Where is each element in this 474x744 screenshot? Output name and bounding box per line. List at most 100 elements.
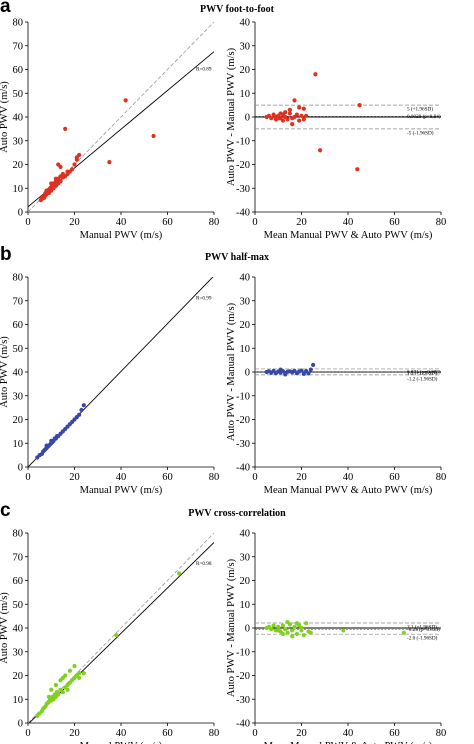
y-tick-label: 70 [13, 552, 24, 563]
data-point [292, 98, 297, 103]
plot-content [28, 22, 214, 212]
data-point [355, 167, 360, 172]
data-point [79, 407, 84, 413]
panel-letter-c: c [0, 500, 11, 521]
data-point [63, 126, 68, 131]
data-point [278, 367, 283, 372]
x-axis-label: Mean Manual PWV & Auto PWV (m/s) [264, 230, 433, 241]
data-point [65, 687, 70, 692]
x-tick-label: 20 [296, 472, 307, 483]
y-tick-label: 80 [13, 273, 24, 284]
chart-b-scatter: 0 20 40 60 80 0 10 20 30 40 50 60 70 80 Manual PWV (m/… [0, 273, 219, 497]
y-tick-label: 0 [245, 113, 250, 124]
data-point [177, 571, 182, 576]
y-tick-label: 40 [240, 273, 251, 284]
x-tick-label: 0 [252, 728, 257, 739]
panel-title-b: PWV half-max [205, 252, 269, 263]
upper-limit-label: 5 (+1.96SD) [407, 106, 433, 113]
data-point [60, 675, 65, 680]
y-tick-label: 60 [13, 320, 24, 331]
y-axis-label: Auto PWV (m/s) [0, 336, 10, 408]
y-tick-label: 40 [13, 113, 24, 124]
chart-c-scatter: 0 20 40 60 80 0 10 20 30 40 50 60 70 80 Manual PWV (m/… [0, 529, 219, 744]
x-tick-label: 40 [116, 472, 127, 483]
y-axis-label: Auto PWV - Manual PWV (m/s) [226, 302, 237, 441]
x-tick-label: 40 [116, 217, 127, 228]
data-point [304, 621, 309, 626]
data-point [276, 628, 281, 633]
y-tick-label: 10 [240, 89, 251, 100]
mean-difference-label: -0.24 (p=0.034) [407, 626, 440, 633]
data-point [278, 111, 283, 116]
data-point [47, 186, 53, 191]
x-tick-label: 80 [436, 217, 447, 228]
lower-limit-label: -5 (-1.96SD) [407, 129, 434, 136]
x-axis-label: Manual PWV (m/s) [80, 230, 163, 241]
y-axis-label: Auto PWV (m/s) [0, 592, 10, 664]
data-point [56, 162, 61, 167]
data-point [269, 116, 274, 121]
y-tick-label: 0 [18, 463, 23, 474]
y-tick-label: 20 [240, 320, 251, 331]
x-tick-label: 20 [296, 217, 307, 228]
y-tick-label: 30 [240, 41, 251, 52]
data-point [306, 371, 311, 376]
y-tick-label: 40 [240, 18, 251, 29]
data-point [357, 103, 362, 108]
data-point [280, 623, 285, 628]
data-point [308, 367, 313, 372]
y-tick-label: 10 [240, 600, 251, 611]
data-point [72, 162, 77, 167]
data-point [271, 623, 276, 628]
x-axis-label: Mean Manual PWV & Auto PWV (m/s) [264, 741, 433, 744]
data-point [72, 663, 77, 669]
plot-area: 0 20 40 60 80 0 10 20 30 40 50 60 70 80 Manual PWV (m/… [0, 18, 446, 744]
plot-content [28, 277, 214, 467]
y-tick-label: 10 [240, 344, 251, 355]
plot-content [255, 619, 441, 639]
panel-titles: a PWV foot-to-foot b PWV half-max c PWV … [0, 0, 286, 521]
plot-content [255, 72, 441, 172]
data-point [301, 633, 306, 638]
data-point [313, 72, 318, 77]
x-tick-label: 80 [436, 728, 447, 739]
y-tick-label: -40 [236, 719, 250, 730]
data-point [49, 687, 54, 692]
y-axis-label: Auto PWV - Manual PWV (m/s) [226, 558, 237, 697]
panel-letter-a: a [0, 0, 11, 17]
data-point [74, 415, 79, 420]
data-point [285, 619, 290, 625]
x-tick-label: 0 [25, 472, 30, 483]
data-point [301, 371, 306, 376]
data-point [77, 152, 82, 158]
r-annotation: R=0.98 [196, 561, 212, 567]
data-point [49, 438, 54, 443]
data-point [276, 116, 281, 121]
plot-content [255, 362, 441, 377]
panel-title-c: PWV cross-correlation [188, 508, 286, 519]
data-point [304, 113, 309, 118]
x-tick-label: 40 [343, 217, 354, 228]
mean-difference-label: 0.0028 (p=0.94) [407, 113, 441, 120]
upper-limit-label: 1.3 (+1.96SD) [407, 369, 437, 376]
data-point [297, 105, 302, 110]
data-point [341, 628, 346, 633]
data-point [81, 671, 86, 676]
y-tick-label: -20 [236, 671, 250, 682]
y-tick-label: -10 [236, 136, 250, 147]
x-axis-label: Mean Manual PWV & Auto PWV (m/s) [264, 485, 433, 496]
data-point [285, 117, 290, 122]
data-point [290, 628, 295, 633]
x-tick-label: 0 [25, 728, 30, 739]
data-point [46, 694, 52, 699]
data-point [81, 403, 86, 408]
data-point [77, 671, 82, 676]
data-point [290, 634, 295, 639]
chart-a-scatter: 0 20 40 60 80 0 10 20 30 40 50 60 70 80 Manual PWV (m/… [0, 18, 219, 242]
x-tick-label: 80 [209, 217, 220, 228]
lower-limit-label: -1.2 (-1.96SD) [407, 375, 438, 382]
data-point [114, 633, 119, 638]
data-point [301, 106, 306, 111]
x-tick-label: 40 [116, 728, 127, 739]
